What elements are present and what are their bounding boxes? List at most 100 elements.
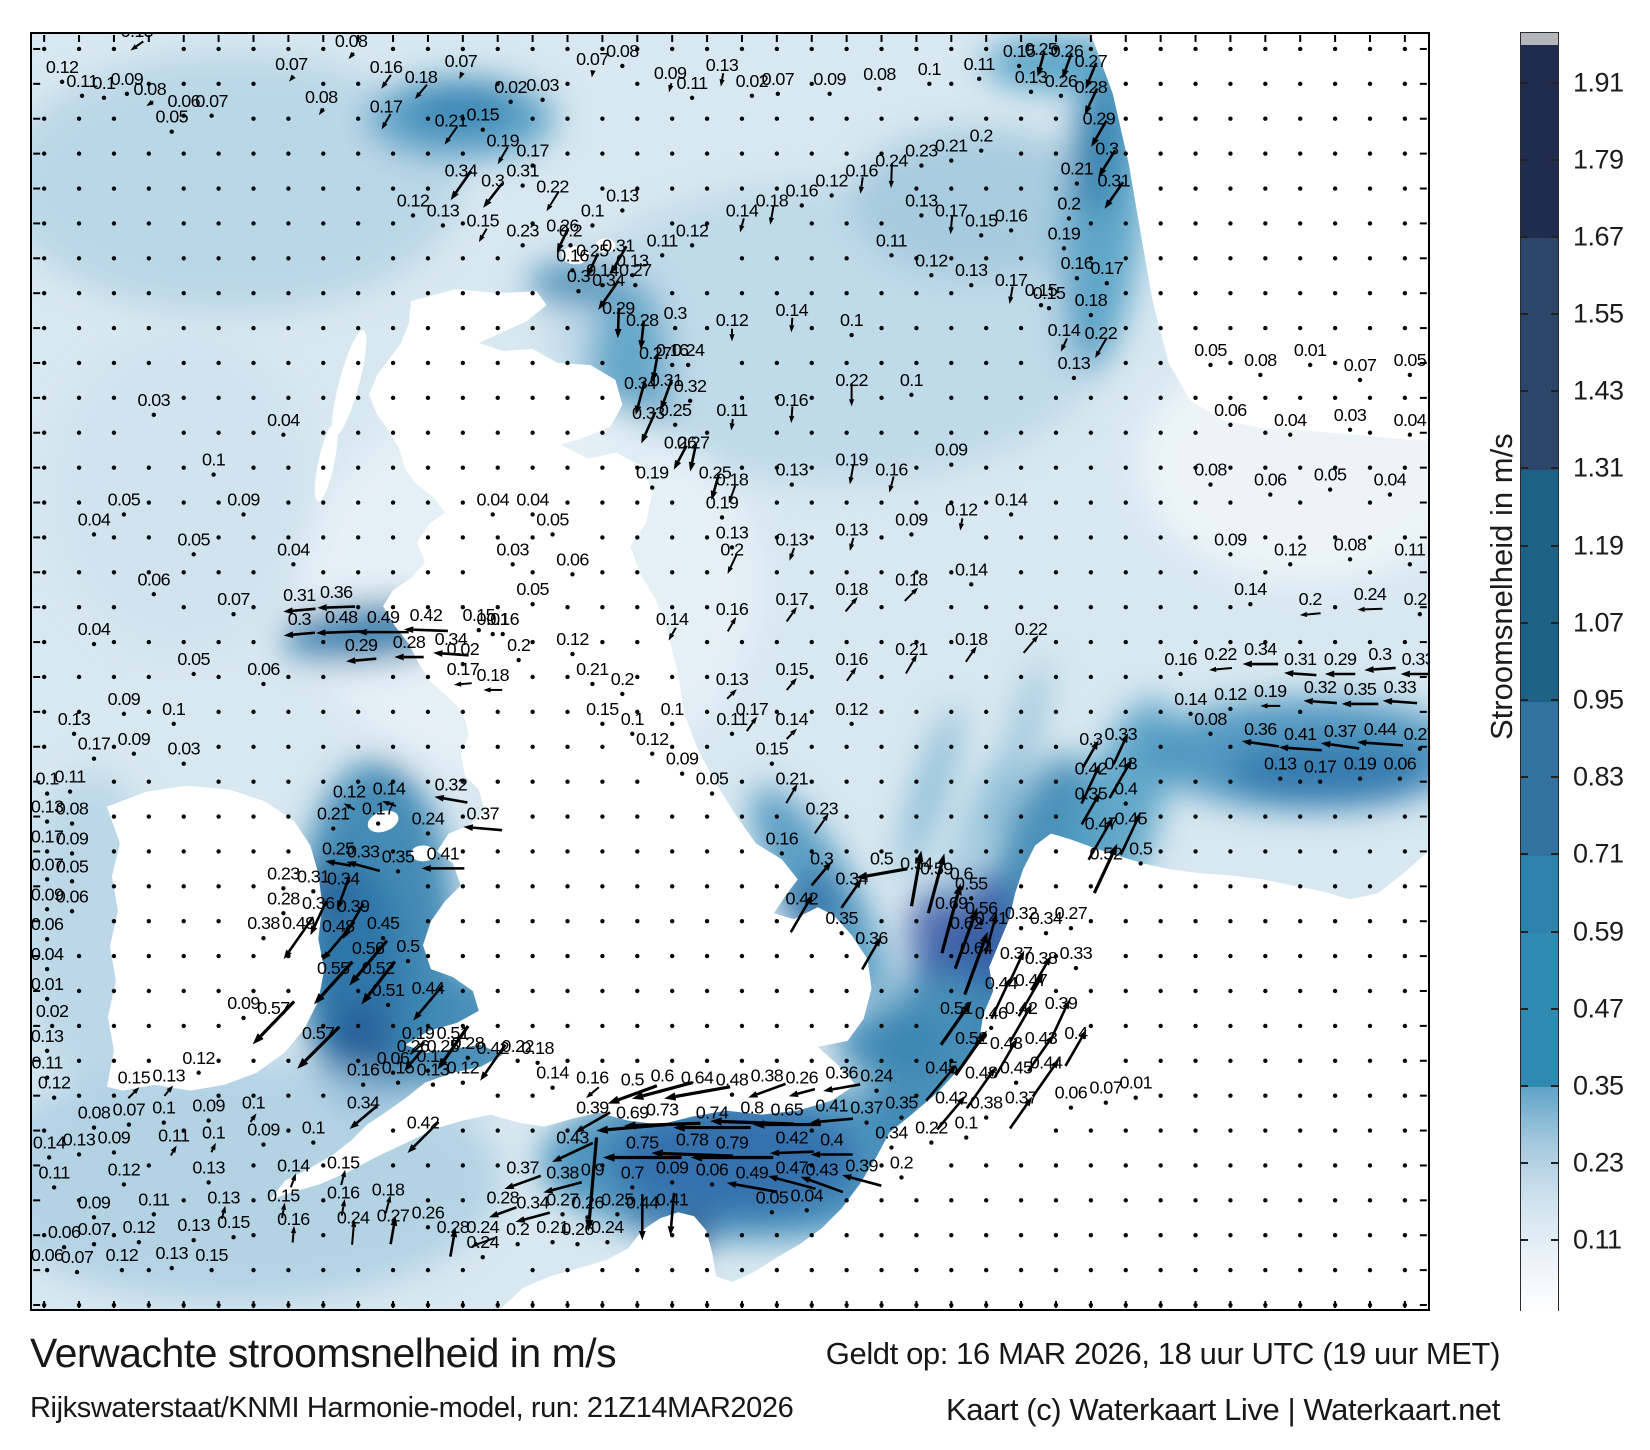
grid-dot: [171, 721, 176, 727]
grid-dot: [704, 535, 710, 540]
grid-dot: [984, 116, 989, 121]
grid-dot: [879, 395, 884, 401]
grid-dot: [929, 273, 934, 278]
grid-dot: [600, 953, 605, 959]
grid-dot: [530, 953, 535, 959]
colorbar-tick-mark: [1551, 544, 1559, 547]
grid-dot: [460, 814, 466, 819]
grid-dot: [1263, 325, 1268, 331]
grid-dot: [914, 500, 919, 505]
colorbar-tick-label: 1.55: [1573, 298, 1624, 329]
grid-dot: [111, 1150, 117, 1155]
grid-dot: [600, 1058, 605, 1063]
current-arrow: [384, 1201, 390, 1214]
grid-dot: [1053, 953, 1059, 959]
grid-dot: [216, 884, 221, 889]
grid-dot: [709, 1182, 715, 1187]
grid-dot: [530, 602, 535, 607]
grid-dot: [209, 113, 214, 118]
grid-dot: [914, 709, 919, 715]
grid-dot: [1332, 1267, 1338, 1273]
speed-value-label: 0.69: [616, 1103, 649, 1123]
current-arrow: [1087, 62, 1098, 81]
grid-dot: [1103, 1100, 1109, 1105]
speed-value-label: 0.23: [805, 799, 838, 819]
grid-dot: [1028, 89, 1034, 95]
grid-dot: [1298, 1267, 1303, 1273]
current-arrow: [304, 1025, 341, 1062]
grid-dot: [181, 465, 186, 470]
speed-value-label: 0.18: [955, 629, 988, 649]
current-arrow-head: [170, 1145, 177, 1154]
grid-dot: [1402, 221, 1408, 226]
grid-dot: [460, 46, 466, 52]
speed-value-label: 0.07: [1344, 355, 1377, 375]
grid-dot: [216, 1058, 221, 1063]
grid-dot: [1298, 1233, 1303, 1238]
grid-dot: [425, 535, 431, 540]
speed-value-label: 0.14: [277, 1155, 310, 1175]
grid-dot: [704, 1023, 710, 1029]
grid-dot: [600, 884, 605, 889]
grid-dot: [1263, 290, 1268, 296]
grid-dot: [495, 709, 500, 715]
colorbar-tick-mark: [1551, 1239, 1559, 1242]
grid-dot: [169, 129, 174, 134]
grid-dot: [1402, 1128, 1408, 1133]
current-arrow: [1017, 981, 1040, 1017]
current-arrow: [127, 1091, 136, 1099]
grid-dot: [211, 472, 216, 477]
grid-dot: [844, 256, 849, 261]
grid-dot: [949, 849, 954, 854]
grid-dot: [146, 639, 152, 645]
current-arrow: [327, 921, 356, 955]
grid-dot: [600, 919, 605, 924]
current-arrow-head: [404, 1061, 413, 1072]
speed-value-label: 0.37: [850, 1098, 883, 1118]
grid-dot: [355, 116, 361, 121]
grid-dot: [1263, 849, 1268, 854]
speed-value-label: 0.09: [895, 509, 928, 529]
colorbar-tick-label: 0.23: [1573, 1147, 1624, 1178]
grid-dot: [111, 953, 117, 959]
speed-value-label: 0.16: [1164, 649, 1197, 669]
current-arrow: [726, 693, 733, 700]
speed-value-label: 0.57: [257, 998, 290, 1018]
current-arrow-head: [318, 107, 326, 116]
current-arrow-head: [596, 1125, 609, 1134]
grid-dot: [804, 1208, 809, 1213]
grid-dot: [321, 1198, 326, 1203]
current-arrow-head: [858, 186, 864, 194]
grid-dot: [739, 639, 745, 645]
current-arrow: [785, 732, 793, 740]
colorbar-tick-label: 0.47: [1573, 993, 1624, 1024]
current-arrow: [1051, 1007, 1067, 1037]
grid-dot: [251, 1093, 256, 1098]
grid-dot: [1298, 1058, 1303, 1063]
speed-value-label: 0.41: [656, 1189, 689, 1209]
grid-dot: [1298, 81, 1303, 87]
grid-dot: [600, 535, 605, 540]
grid-dot: [949, 500, 954, 505]
current-arrow: [367, 960, 397, 997]
speed-value-label: 0.29: [1324, 649, 1357, 669]
grid-dot: [1298, 500, 1303, 505]
speed-value-label: 0.28: [486, 1187, 519, 1207]
grid-dot: [844, 639, 849, 645]
current-arrow-head: [381, 81, 388, 89]
current-arrow-head: [888, 485, 894, 493]
grid-dot: [390, 535, 396, 540]
current-arrow-head: [590, 69, 596, 78]
current-arrow-head: [1208, 666, 1217, 672]
grid-dot: [729, 731, 735, 736]
grid-dot: [630, 731, 635, 736]
grid-dot: [984, 779, 989, 784]
current-arrow-head: [586, 267, 594, 278]
grid-dot: [635, 500, 640, 505]
grid-dot: [1298, 325, 1303, 331]
current-arrow-head: [634, 405, 642, 416]
speed-value-label: 0.09: [108, 689, 141, 709]
grid-dot: [69, 821, 75, 826]
current-arrow: [384, 113, 392, 124]
grid-dot: [1263, 884, 1268, 889]
